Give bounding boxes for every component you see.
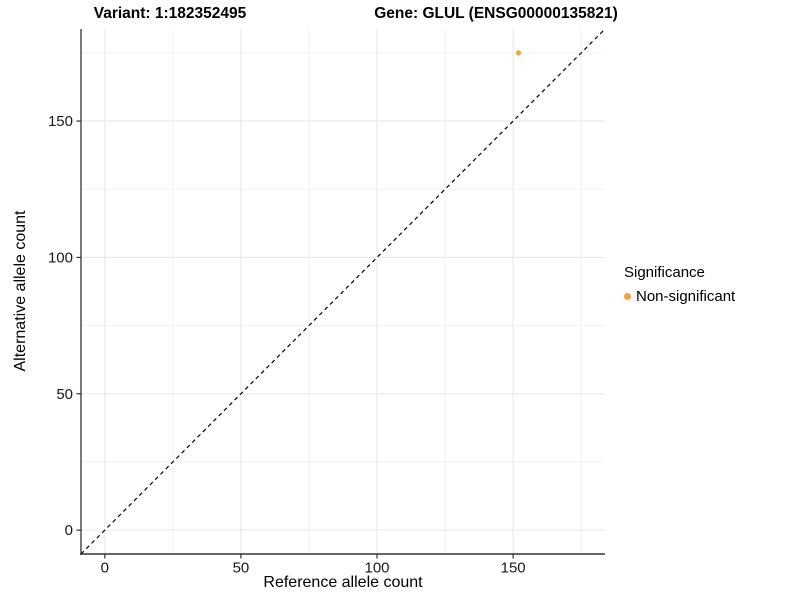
legend-entry-label: Non-significant [636, 288, 736, 305]
x-tick-label: 150 [501, 560, 526, 577]
legend-point-icon [624, 293, 631, 300]
x-tick-label: 50 [233, 560, 250, 577]
x-tick-label: 0 [101, 560, 109, 577]
y-tick-label: 0 [65, 522, 73, 539]
y-tick-label: 100 [48, 249, 73, 266]
identity-line [80, 28, 606, 555]
y-tick-label: 50 [56, 386, 73, 403]
x-tick-label: 100 [365, 560, 390, 577]
legend: Significance Non-significant [624, 264, 735, 305]
gene-title: Gene: GLUL (ENSG00000135821) [374, 5, 618, 22]
y-tick-label: 150 [48, 113, 73, 130]
legend-title: Significance [624, 264, 705, 281]
legend-entry-non-significant: Non-significant [624, 288, 735, 305]
y-axis-title: Alternative allele count [12, 210, 29, 372]
data-point [515, 50, 522, 56]
variant-title: Variant: 1:182352495 [93, 5, 247, 22]
x-axis-title: Reference allele count [263, 574, 423, 591]
